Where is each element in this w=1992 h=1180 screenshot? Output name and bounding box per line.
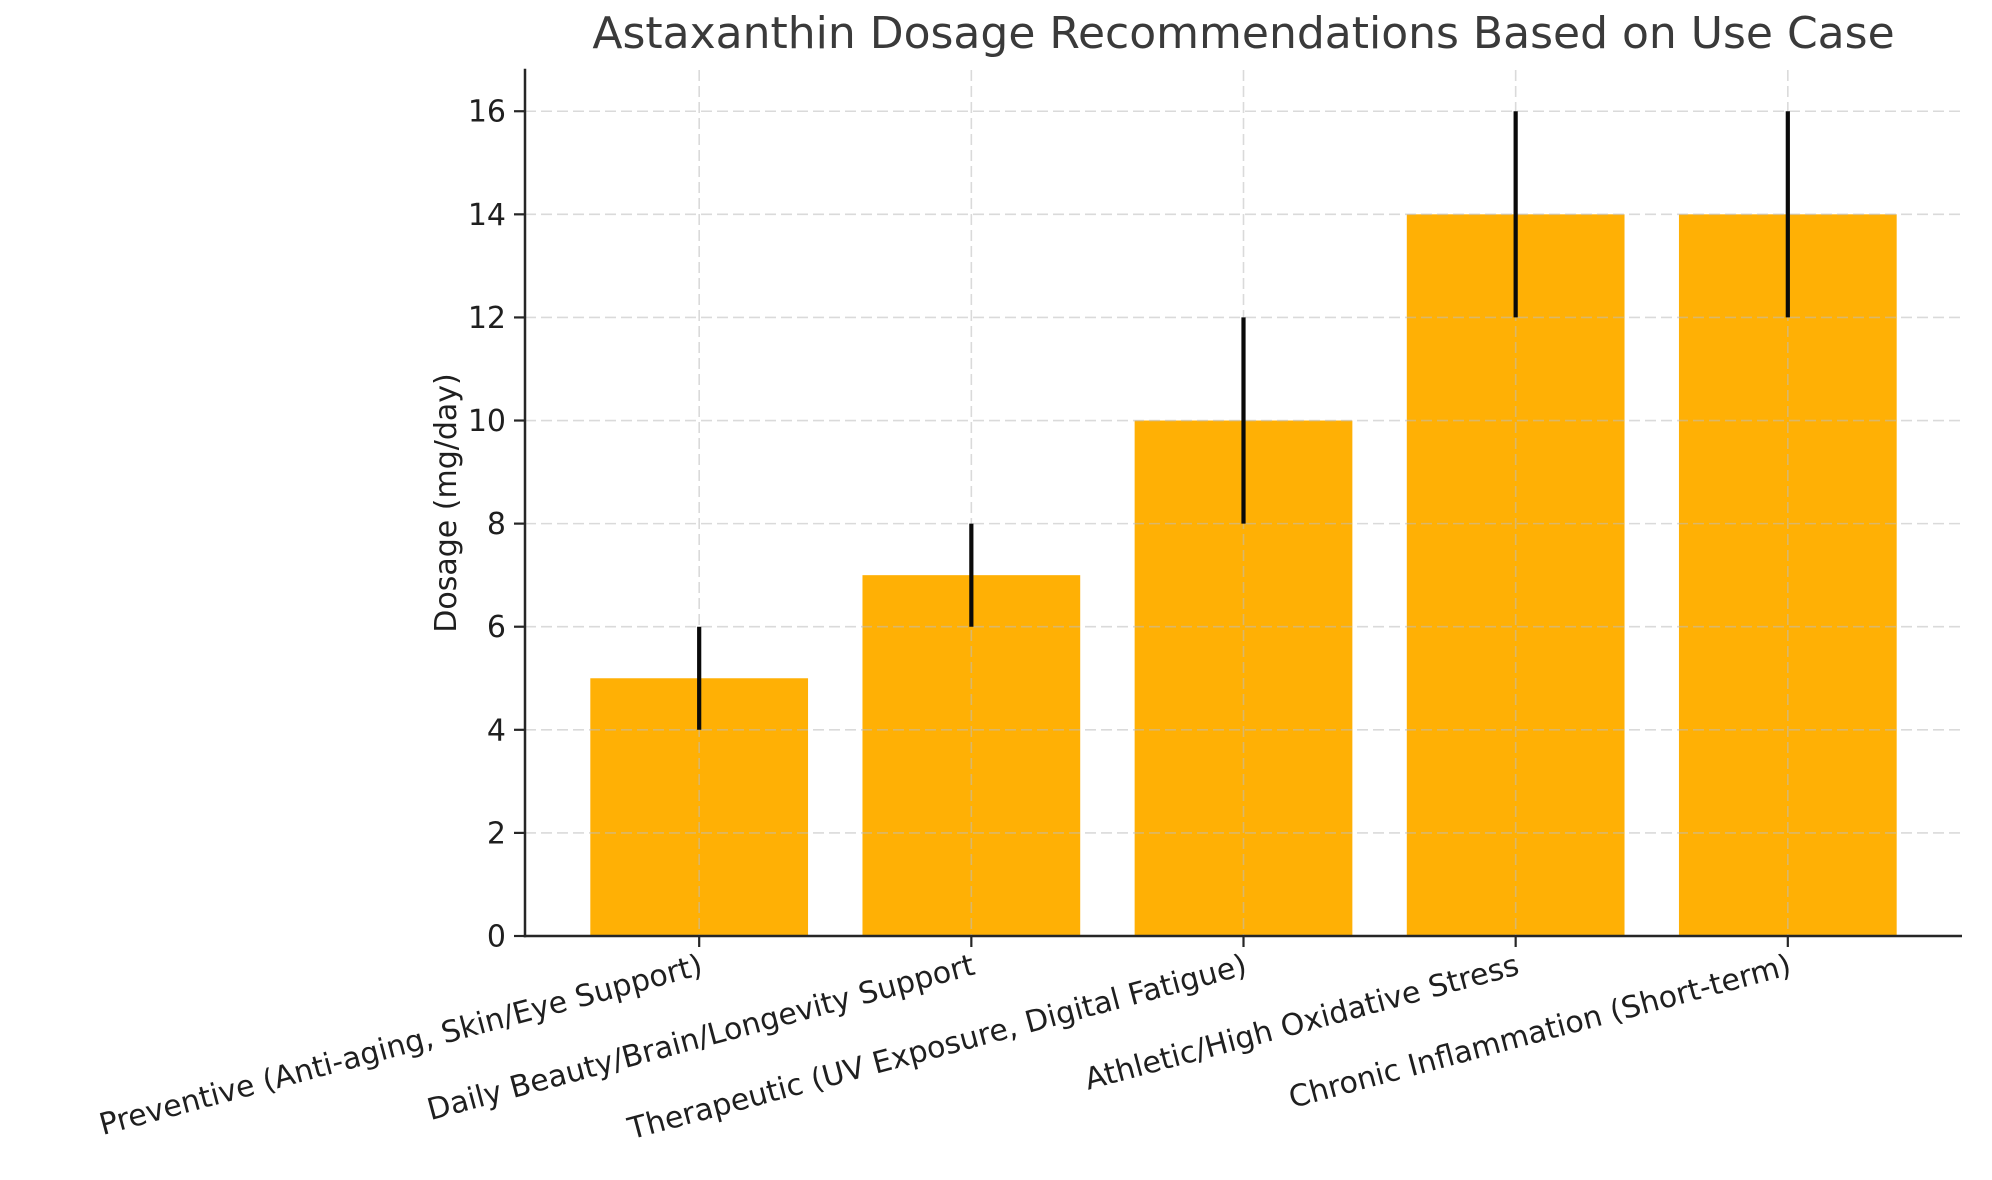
y-tick-label: 14 — [468, 198, 506, 233]
y-tick-label: 2 — [487, 816, 506, 851]
x-tick-label: Chronic Inflammation (Short-term) — [1285, 948, 1795, 1116]
y-tick-label: 0 — [487, 920, 506, 955]
y-tick-label: 6 — [487, 610, 506, 645]
y-tick-label: 4 — [487, 713, 506, 748]
x-tick-label: Athletic/High Oxidative Stress — [1081, 948, 1523, 1098]
y-tick-label: 12 — [468, 301, 506, 336]
chart-title: Astaxanthin Dosage Recommendations Based… — [592, 8, 1895, 59]
bar — [862, 575, 1081, 936]
y-tick-label: 10 — [468, 404, 506, 439]
y-tick-label: 16 — [468, 95, 506, 130]
y-tick-label: 8 — [487, 507, 506, 542]
